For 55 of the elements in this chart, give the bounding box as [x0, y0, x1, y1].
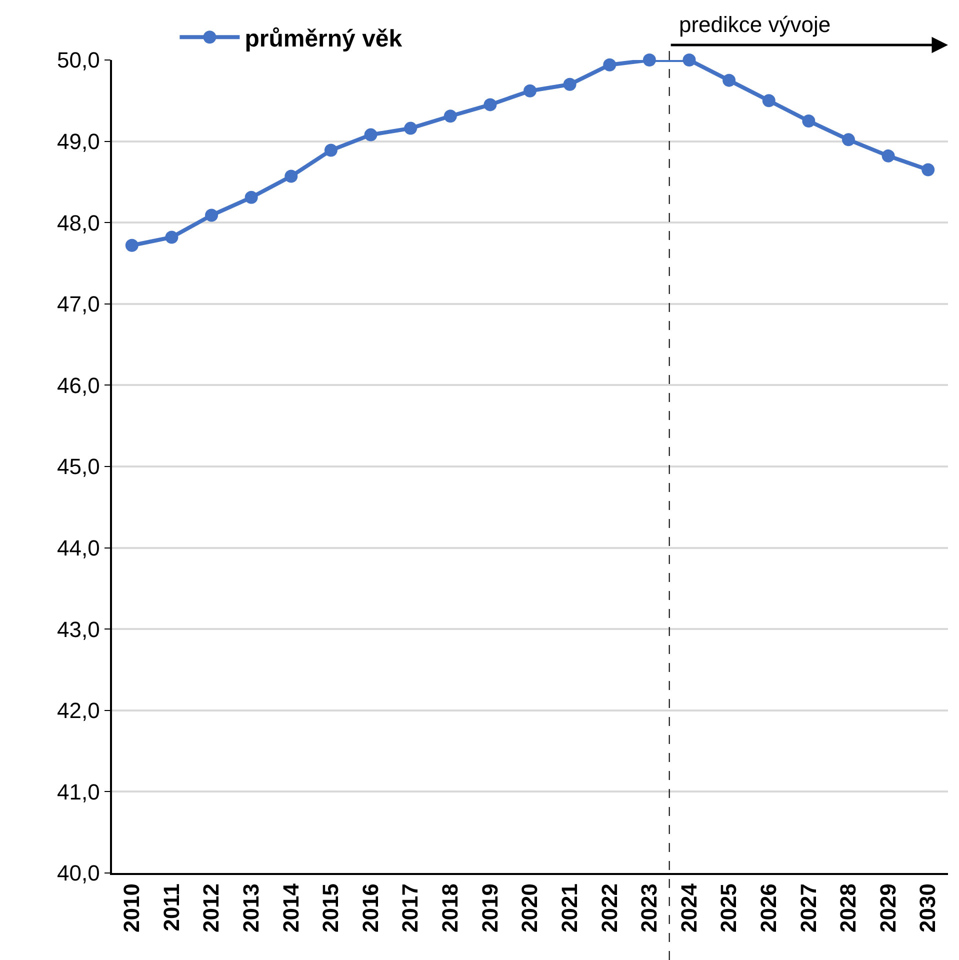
x-tick-label: 2023: [636, 884, 662, 933]
y-tick-label: 50,0: [57, 48, 100, 73]
y-tick-label: 40,0: [57, 860, 100, 886]
point: [324, 144, 338, 157]
point: [125, 238, 138, 252]
point: [642, 54, 656, 66]
point: [524, 84, 536, 98]
ref-line-label: predikce vývoje: [679, 12, 831, 37]
point: [484, 98, 497, 112]
point: [882, 149, 895, 162]
x-tick-label: 2016: [358, 884, 383, 933]
x-tick-label: 2019: [477, 884, 502, 933]
x-tick-label: 2022: [596, 884, 622, 933]
point: [922, 163, 935, 176]
y-tick-label: 46,0: [57, 372, 100, 398]
x-tick-label: 2020: [517, 884, 542, 933]
x-tick-label: 2011: [158, 884, 184, 932]
x-tick-label: 2028: [836, 884, 861, 933]
y-tick-label: 45,0: [57, 454, 100, 480]
point: [722, 74, 736, 87]
x-tick-label: 2021: [556, 884, 582, 933]
point: [404, 122, 418, 135]
point: [762, 94, 776, 108]
x-tick-label: 2024: [676, 882, 702, 933]
x-tick-label: 2012: [198, 884, 224, 933]
point: [205, 208, 218, 222]
y-tick-label: 42,0: [57, 698, 100, 724]
x-tick-label: 2015: [318, 884, 344, 933]
point: [444, 110, 457, 123]
y-tick-label: 44,0: [57, 536, 100, 560]
point: [244, 190, 258, 204]
x-tick-label: 2010: [119, 884, 144, 933]
legend-label: průměrný věk: [244, 25, 403, 52]
point: [284, 170, 298, 183]
y-tick-label: 41,0: [57, 779, 100, 804]
point: [563, 78, 576, 91]
y-tick-label: 47,0: [57, 292, 100, 317]
point: [682, 54, 696, 66]
y-tick-label: 43,0: [57, 616, 100, 642]
x-tick-label: 2030: [915, 884, 940, 933]
y-tick-label: 48,0: [57, 210, 100, 236]
point: [165, 230, 178, 244]
x-tick-label: 2013: [238, 884, 264, 933]
x-tick-label: 2018: [438, 884, 463, 933]
point: [603, 58, 616, 72]
x-tick-label: 2017: [398, 884, 423, 933]
y-tick-label: 49,0: [57, 129, 100, 154]
x-tick-label: 2025: [716, 884, 742, 933]
x-tick-label: 2027: [796, 884, 821, 933]
x-tick-label: 2026: [756, 884, 782, 933]
x-tick-label: 2029: [875, 884, 900, 933]
point: [842, 133, 855, 146]
point: [364, 128, 378, 142]
point: [802, 114, 816, 128]
x-tick-label: 2014: [278, 882, 304, 933]
